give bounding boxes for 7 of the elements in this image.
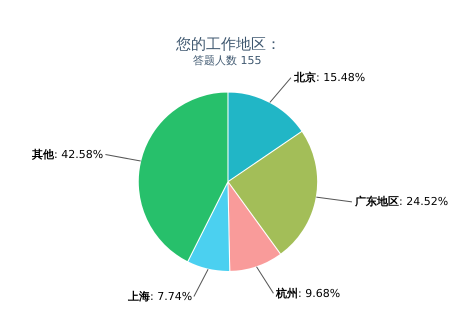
- slice-label: 其他: [31, 148, 55, 161]
- slice-label: 北京: [293, 71, 316, 84]
- chart-subtitle: 答题人数 155: [193, 54, 262, 67]
- slice-label: 广东地区: [354, 195, 399, 208]
- slice-label: 杭州: [275, 287, 298, 300]
- slice-label: 上海: [127, 290, 150, 303]
- chart-title: 您的工作地区：: [175, 35, 281, 53]
